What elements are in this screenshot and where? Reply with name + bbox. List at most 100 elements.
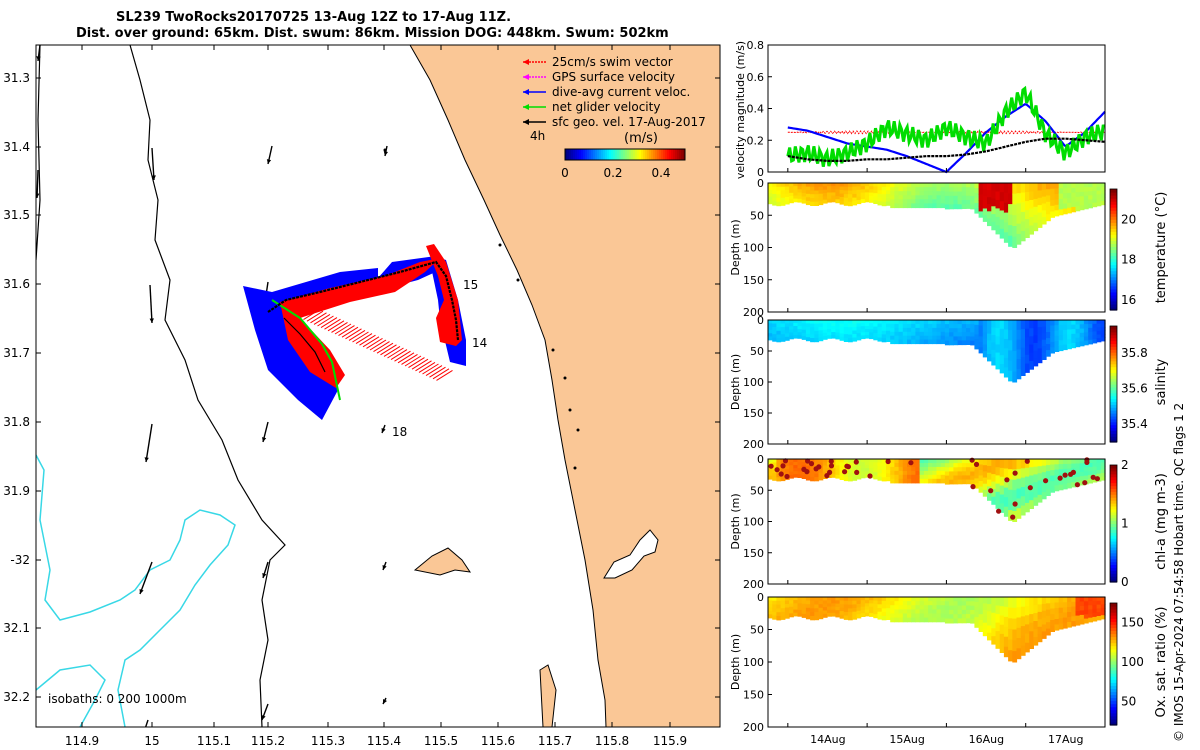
section-cell: [780, 201, 786, 206]
section-cell: [923, 605, 929, 610]
section-cell: [810, 604, 815, 609]
section-cell: [789, 196, 794, 200]
section-cell: [974, 193, 980, 199]
section-cell: [995, 467, 1001, 476]
section-cell: [1083, 183, 1089, 188]
section-cell: [1008, 479, 1013, 491]
section-cell: [1025, 346, 1030, 356]
section-cell: [1003, 348, 1009, 359]
section-cell: [805, 323, 811, 328]
section-cell: [1075, 337, 1081, 343]
section-cell: [1041, 352, 1047, 360]
section-cell: [1058, 484, 1064, 491]
section-cell: [982, 597, 988, 604]
section-cell: [974, 203, 980, 209]
section-cell: [932, 597, 938, 602]
section-cell: [923, 183, 929, 188]
section-cell: [915, 463, 921, 468]
section-cell: [999, 192, 1005, 202]
section-cell: [801, 329, 807, 334]
section-cell: [805, 462, 811, 467]
section-cell: [860, 323, 866, 327]
swim-vector: [338, 325, 355, 337]
section-cell: [902, 474, 908, 480]
section-cell: [1100, 337, 1106, 342]
section-cell: [860, 186, 866, 190]
section-cell: [1046, 183, 1051, 190]
section-cell: [991, 198, 997, 207]
section-cell: [860, 474, 866, 479]
section-cell: [881, 194, 887, 199]
section-cell: [940, 203, 946, 209]
section-cell: [940, 323, 946, 329]
section-cell: [1012, 226, 1018, 238]
section-cell: [864, 198, 870, 203]
section-cell: [843, 323, 849, 328]
time-tick-label: 14Aug: [810, 733, 845, 746]
section-colorbar-frame: [1109, 464, 1118, 583]
section-colorbar-cell: [1110, 511, 1117, 516]
section-cell: [961, 324, 967, 329]
section-cell: [995, 475, 1001, 485]
section-cell: [902, 320, 908, 325]
section-cell: [839, 183, 845, 188]
title-line-2: Dist. over ground: 65km. Dist. swum: 86k…: [76, 26, 669, 41]
section-cell: [961, 191, 967, 197]
section-cell: [1033, 320, 1039, 329]
section-cell: [1046, 214, 1051, 222]
section-cell: [902, 601, 908, 606]
section-cell: [1058, 209, 1064, 216]
section-cell: [911, 183, 916, 188]
section-colorbar-cell: [1110, 386, 1117, 391]
colorbar-cell: [639, 149, 642, 160]
section-cell: [991, 357, 997, 366]
section-cell: [1083, 195, 1089, 201]
section-cell: [932, 466, 938, 472]
section-cell: [1067, 597, 1072, 603]
section-cell: [873, 462, 879, 467]
section-colorbar-cell: [1110, 479, 1117, 484]
section-cell: [999, 615, 1005, 626]
section-cell: [966, 320, 971, 325]
section-colorbar-cell: [1110, 679, 1117, 683]
section-cell: [1058, 204, 1064, 211]
section-cell: [919, 323, 925, 329]
section-cell: [1054, 325, 1060, 331]
section-cell: [1083, 336, 1089, 342]
section-cell: [911, 195, 916, 200]
section-cell: [936, 320, 942, 325]
section-cell: [928, 613, 933, 619]
colorbar-cell: [601, 149, 604, 160]
section-cell: [1096, 186, 1102, 192]
section-cell: [1062, 597, 1068, 603]
section-cell: [957, 328, 963, 333]
section-cell: [801, 475, 807, 479]
section-cell: [1079, 328, 1085, 334]
section-cell: [881, 473, 887, 478]
section-cell: [864, 600, 870, 604]
section-cell: [1012, 459, 1018, 470]
section-cell: [991, 474, 997, 483]
section-cell: [848, 186, 853, 192]
section-cell: [793, 320, 799, 324]
section-cell: [1079, 601, 1085, 607]
section-cell: [936, 478, 942, 484]
section-cell: [1071, 192, 1077, 198]
chl-dot: [1074, 482, 1080, 488]
section-cell: [1041, 465, 1047, 473]
section-colorbar-frame: [1109, 602, 1118, 726]
section-cell: [1037, 466, 1043, 474]
section-cell: [1025, 642, 1030, 653]
section-colorbar-cell: [1110, 573, 1117, 577]
section-cell: [822, 597, 828, 601]
section-cell: [827, 192, 832, 197]
section-cell: [789, 597, 794, 601]
section-cell: [801, 320, 807, 324]
section-cell: [886, 183, 891, 188]
section-cell: [1067, 459, 1072, 465]
section-cell: [780, 186, 786, 191]
section-cell: [940, 597, 946, 602]
section-cell: [953, 183, 959, 188]
section-cell: [970, 601, 975, 607]
swim-vector: [306, 310, 324, 322]
